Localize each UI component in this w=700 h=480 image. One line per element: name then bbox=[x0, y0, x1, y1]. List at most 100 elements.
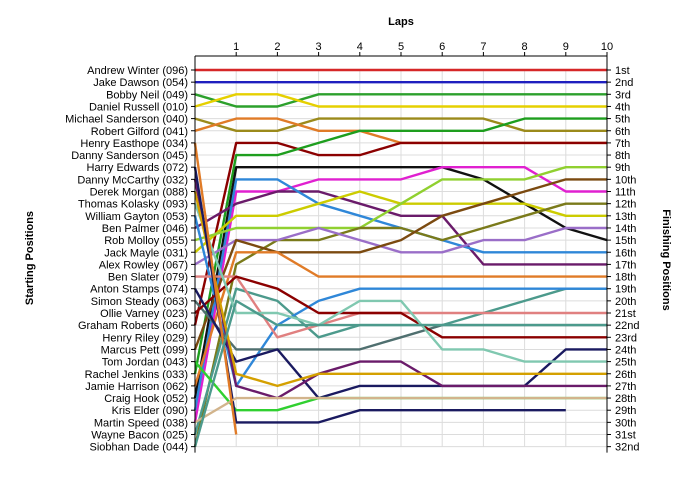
starting-position-label: Danny Sanderson (045) bbox=[71, 150, 188, 162]
series-line-29 bbox=[193, 167, 566, 424]
x-tick-label: 4 bbox=[357, 41, 363, 53]
series-line-26 bbox=[193, 179, 607, 400]
finishing-position-label: 18th bbox=[615, 272, 636, 284]
series-line-7 bbox=[193, 141, 607, 326]
finishing-position-label: 16th bbox=[615, 247, 636, 259]
starting-position-label: Rachel Jenkins (033) bbox=[85, 369, 188, 381]
finishing-position-label: 3rd bbox=[615, 89, 631, 101]
finishing-position-label: 26th bbox=[615, 369, 636, 381]
starting-position-label: Michael Sanderson (040) bbox=[65, 114, 188, 126]
finishing-position-label: 6th bbox=[615, 126, 630, 138]
finishing-position-label: 24th bbox=[615, 344, 636, 356]
series-line-14 bbox=[194, 166, 607, 242]
finishing-position-label: 15th bbox=[615, 235, 636, 247]
finishing-position-label: 21st bbox=[615, 308, 636, 320]
finishing-position-label: 14th bbox=[615, 223, 636, 235]
finishing-position-label: 23rd bbox=[615, 332, 637, 344]
series-line-4 bbox=[194, 93, 607, 108]
x-tick-label: 8 bbox=[522, 41, 528, 53]
starting-position-label: Kris Elder (090) bbox=[112, 405, 188, 417]
chart-title: Laps bbox=[388, 16, 414, 28]
starting-position-label: Wayne Bacon (025) bbox=[91, 430, 188, 442]
starting-position-label: Jack Mayle (031) bbox=[104, 247, 188, 259]
finishing-position-label: 32nd bbox=[615, 442, 639, 454]
left-axis-title: Starting Positions bbox=[24, 211, 36, 305]
starting-position-label: Anton Stamps (074) bbox=[90, 284, 188, 296]
finishing-position-label: 8th bbox=[615, 150, 630, 162]
series-line-16 bbox=[194, 226, 607, 266]
series-line-8 bbox=[193, 117, 607, 375]
series-line-27 bbox=[193, 191, 607, 388]
right-axis-title: Finishing Positions bbox=[660, 209, 672, 310]
finishing-position-label: 27th bbox=[615, 381, 636, 393]
starting-position-label: Marcus Pett (099) bbox=[101, 344, 188, 356]
series-line-20 bbox=[193, 215, 607, 388]
finishing-position-label: 13th bbox=[615, 211, 636, 223]
series-line-23 bbox=[194, 275, 607, 339]
starting-position-label: Thomas Kolasky (093) bbox=[78, 199, 188, 211]
finishing-position-label: 12th bbox=[615, 199, 636, 211]
finishing-position-label: 31st bbox=[615, 430, 636, 442]
series-line-11 bbox=[194, 190, 607, 266]
finishing-position-label: 2nd bbox=[615, 77, 633, 89]
starting-position-label: Harry Edwards (072) bbox=[87, 162, 188, 174]
finishing-position-label: 25th bbox=[615, 357, 636, 369]
x-tick-label: 1 bbox=[233, 41, 239, 53]
series-line-3 bbox=[194, 93, 607, 108]
grid-lines bbox=[195, 69, 608, 448]
starting-position-label: Ben Palmer (046) bbox=[102, 223, 188, 235]
starting-position-label: William Gayton (053) bbox=[85, 211, 188, 223]
finishing-position-label: 5th bbox=[615, 114, 630, 126]
x-tick-label: 9 bbox=[563, 41, 569, 53]
starting-position-label: Danny McCarthy (032) bbox=[77, 174, 188, 186]
finishing-position-label: 20th bbox=[615, 296, 636, 308]
starting-position-label: Simon Steady (063) bbox=[91, 296, 188, 308]
x-tick-label: 5 bbox=[398, 41, 404, 53]
finishing-position-label: 22nd bbox=[615, 320, 639, 332]
series-line-5 bbox=[194, 117, 607, 132]
x-tick-label: 10 bbox=[601, 41, 613, 53]
finishing-position-label: 1st bbox=[615, 65, 630, 77]
x-tick-label: 6 bbox=[439, 41, 445, 53]
starting-position-label: Alex Rowley (067) bbox=[99, 259, 188, 271]
starting-position-label: Andrew Winter (096) bbox=[87, 65, 188, 77]
finishing-position-label: 29th bbox=[615, 405, 636, 417]
finishing-position-label: 7th bbox=[615, 138, 630, 150]
x-tick-label: 7 bbox=[480, 41, 486, 53]
finishing-position-label: 10th bbox=[615, 174, 636, 186]
starting-position-label: Daniel Russell (010) bbox=[89, 101, 188, 113]
finishing-position-label: 28th bbox=[615, 393, 636, 405]
series-line-31 bbox=[193, 142, 238, 435]
starting-position-label: Henry Riley (029) bbox=[102, 332, 188, 344]
starting-position-label: Graham Roberts (060) bbox=[78, 320, 188, 332]
starting-position-label: Derek Morgan (088) bbox=[90, 187, 188, 199]
series-lines bbox=[193, 68, 608, 448]
series-line-32 bbox=[193, 299, 607, 448]
starting-position-label: Bobby Neil (049) bbox=[106, 89, 188, 101]
axis-labels: 1 2 3 4 5 6 7 8 9 10 Andrew Winter (096) 1st Jake Da… bbox=[65, 41, 639, 454]
starting-position-label: Jake Dawson (054) bbox=[93, 77, 188, 89]
finishing-position-label: 11th bbox=[615, 187, 636, 199]
finishing-position-label: 19th bbox=[615, 284, 636, 296]
starting-position-label: Jamie Harrison (062) bbox=[85, 381, 188, 393]
series-line-18 bbox=[193, 251, 607, 387]
axes bbox=[191, 52, 611, 453]
finishing-position-label: 17th bbox=[615, 259, 636, 271]
starting-position-label: Craig Hook (052) bbox=[104, 393, 188, 405]
finishing-position-label: 4th bbox=[615, 101, 630, 113]
finishing-position-label: 9th bbox=[615, 162, 630, 174]
starting-position-label: Rob Molloy (055) bbox=[104, 235, 188, 247]
starting-position-label: Siobhan Dade (044) bbox=[90, 442, 188, 454]
x-tick-label: 3 bbox=[316, 41, 322, 53]
starting-position-label: Ben Slater (079) bbox=[108, 272, 188, 284]
starting-position-label: Robert Gilford (041) bbox=[91, 126, 188, 138]
starting-position-label: Ollie Varney (023) bbox=[100, 308, 188, 320]
starting-position-label: Martin Speed (038) bbox=[94, 417, 188, 429]
starting-position-label: Henry Easthope (034) bbox=[80, 138, 188, 150]
series-line-30 bbox=[194, 396, 607, 424]
starting-position-label: Tom Jordan (043) bbox=[102, 357, 188, 369]
series-line-25 bbox=[193, 203, 607, 363]
x-tick-label: 2 bbox=[274, 41, 280, 53]
series-line-17 bbox=[193, 178, 607, 350]
